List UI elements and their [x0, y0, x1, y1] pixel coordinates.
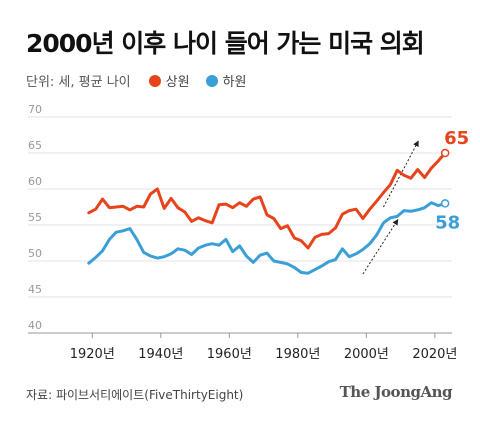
y-tick-label: 60 — [28, 175, 42, 188]
end-labels: 65 58 — [435, 128, 469, 233]
source-note: 자료: 파이브서티에이트(FiveThirtyEight) — [26, 388, 244, 402]
y-tick-label: 70 — [28, 103, 42, 116]
legend-label-senate: 상원 — [165, 75, 190, 90]
end-point-house — [440, 199, 450, 208]
y-axis-ticks: 40 45 50 55 60 65 70 — [28, 103, 42, 332]
series-lines — [87, 148, 450, 275]
brand-logo: The JoongAng — [339, 383, 453, 401]
end-point-senate — [440, 148, 450, 158]
legend-item-senate: 상원 — [148, 71, 190, 90]
chart-title: 2000년 이후 나이 들어 가는 미국 의회 — [26, 29, 425, 58]
end-label-house: 58 — [435, 212, 460, 233]
series-line-house — [87, 201, 447, 275]
x-axis-ticks: 1920년 1940년 1960년 1980년 2000년 2020년 — [70, 333, 457, 362]
end-label-senate: 65 — [444, 128, 469, 149]
x-tick-label: 1940년 — [138, 347, 183, 362]
house-trend-arrow — [362, 218, 399, 275]
y-tick-label: 50 — [28, 247, 42, 260]
y-tick-label: 45 — [28, 283, 42, 296]
x-tick-label: 1960년 — [207, 347, 252, 362]
legend: 단위: 세, 평균 나이 상원 하원 — [26, 71, 262, 90]
series-line-senate — [87, 151, 447, 250]
y-tick-label: 40 — [28, 319, 42, 332]
y-tick-label: 65 — [28, 139, 42, 152]
house-dot-icon — [205, 74, 218, 87]
y-tick-label: 55 — [28, 211, 42, 224]
senate-dot-icon — [148, 74, 161, 87]
x-tick-label: 1920년 — [70, 347, 115, 362]
unit-label: 단위: 세, 평균 나이 — [26, 75, 131, 90]
grid-lines — [28, 116, 452, 334]
x-tick-label: 2000년 — [344, 347, 389, 362]
legend-label-house: 하원 — [222, 75, 247, 90]
legend-item-house: 하원 — [205, 71, 247, 90]
x-tick-label: 2020년 — [412, 347, 457, 362]
x-tick-label: 1980년 — [275, 347, 320, 362]
